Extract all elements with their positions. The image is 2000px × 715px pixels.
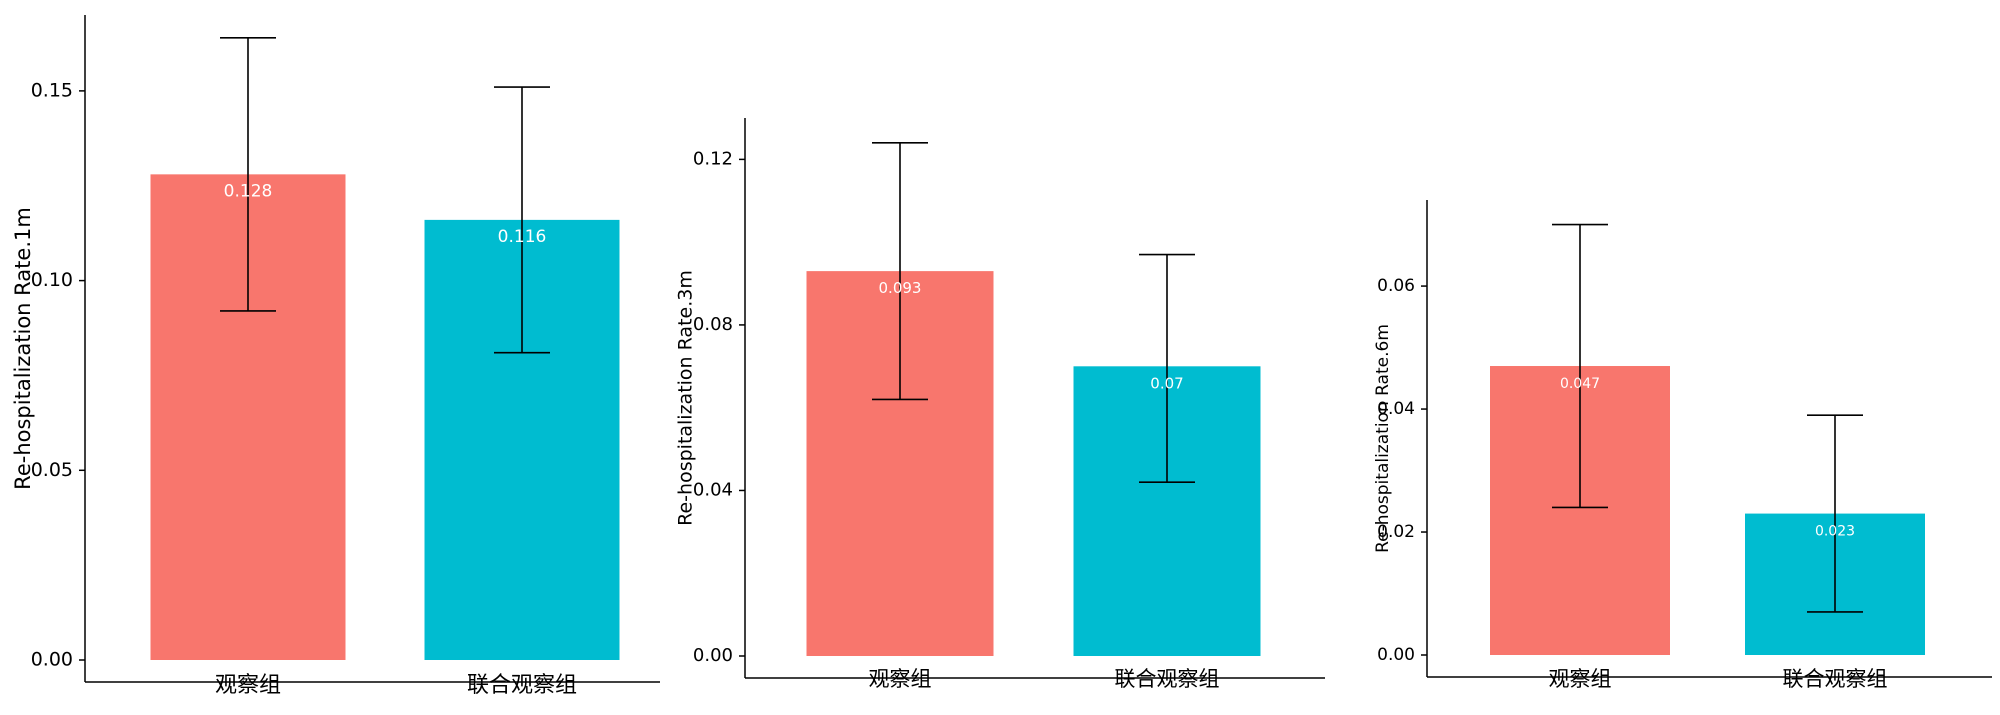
y-tick-label: 0.06 <box>1377 276 1415 296</box>
category-label: 观察组 <box>1549 667 1612 691</box>
y-tick-label: 0.02 <box>1377 522 1415 542</box>
chart-panel-1: 0.00 0.05 0.10 0.15 Re-hospitalization Rate.… <box>11 15 660 698</box>
y-tick-label: 0.10 <box>31 269 73 291</box>
y-axis-label: Re-hospitalization Rate.1m <box>11 207 35 490</box>
chart-panel-2: 0.00 0.04 0.08 0.12 Re-hospitalization Rate.… <box>675 118 1325 691</box>
y-axis-label: Re-hospitalization Rate.3m <box>675 270 697 526</box>
value-label: 0.047 <box>1560 376 1600 392</box>
category-label: 观察组 <box>215 673 281 698</box>
category-label: 联合观察组 <box>1115 667 1220 691</box>
y-tick-label: 0.00 <box>1377 645 1415 665</box>
value-label: 0.093 <box>879 279 922 297</box>
y-tick-label: 0.12 <box>693 148 733 169</box>
y-tick-label: 0.08 <box>693 314 733 335</box>
category-label: 联合观察组 <box>467 673 577 698</box>
y-tick-label: 0.15 <box>31 79 73 101</box>
value-label: 0.023 <box>1815 524 1855 540</box>
y-tick-label: 0.00 <box>31 649 73 671</box>
value-label: 0.07 <box>1150 374 1183 392</box>
y-tick-label: 0.00 <box>693 645 733 666</box>
y-tick-label: 0.04 <box>1377 399 1415 419</box>
y-tick-label: 0.05 <box>31 459 73 481</box>
y-tick-label: 0.04 <box>693 479 733 500</box>
category-label: 观察组 <box>869 667 932 691</box>
category-label: 联合观察组 <box>1783 667 1888 691</box>
value-label: 0.116 <box>498 227 547 247</box>
value-label: 0.128 <box>224 181 273 201</box>
chart-panel-3: 0.00 0.02 0.04 0.06 Re-hospitalization Rate.… <box>1373 200 1992 691</box>
y-axis-label: Re-hospitalization Rate.6m <box>1373 324 1393 553</box>
